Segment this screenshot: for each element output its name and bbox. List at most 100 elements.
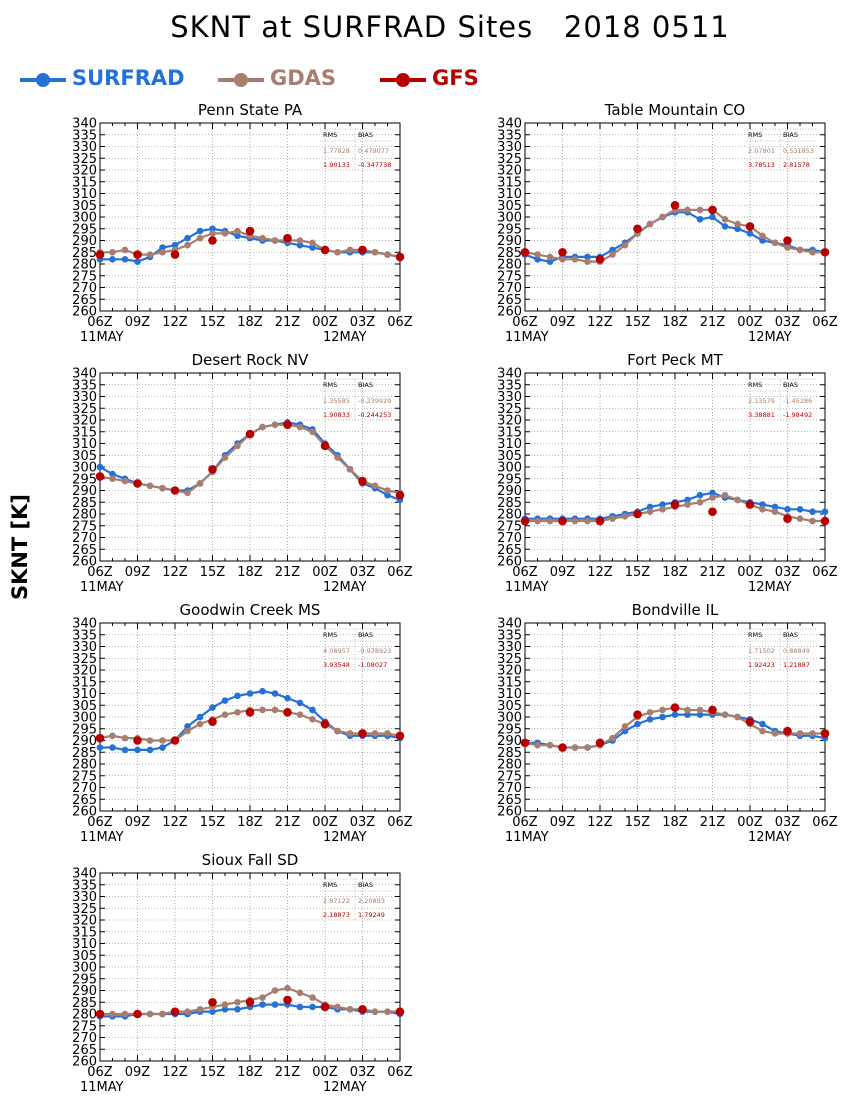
x-tick-label: 03Z (350, 815, 376, 830)
y-tick-label: 335 (497, 628, 522, 643)
y-tick-label: 260 (72, 1055, 97, 1070)
data-point-gdas (571, 744, 579, 751)
x-tick-label: 18Z (237, 815, 263, 830)
data-point-gdas (284, 984, 291, 992)
data-point-surfrad (659, 713, 666, 721)
data-point-gdas (184, 1008, 191, 1015)
data-point-gdas (571, 255, 579, 263)
y-tick-label: 285 (497, 746, 522, 761)
stats-rms-label: RMS (323, 131, 337, 139)
data-point-gdas (296, 711, 304, 718)
data-point-gdas (721, 711, 729, 718)
x-tick-label: 12Z (162, 315, 188, 330)
y-tick-label: 320 (72, 914, 97, 929)
stats-bias-label: BIAS (783, 381, 798, 389)
page-title: SKNT at SURFRAD Sites 2018 0511 (170, 10, 730, 44)
y-tick-label: 290 (72, 234, 97, 249)
data-point-gdas (584, 517, 591, 525)
date-label: 11MAY (505, 830, 549, 845)
y-tick-label: 270 (497, 531, 522, 546)
data-point-gfs (745, 500, 755, 509)
data-point-surfrad (709, 213, 716, 221)
data-point-gfs (208, 465, 217, 474)
line-circle-marker-icon (380, 73, 426, 87)
y-tick-label: 300 (497, 211, 522, 226)
data-point-gdas (734, 220, 741, 228)
y-tick-label: 315 (72, 675, 97, 690)
data-point-gdas (721, 216, 729, 223)
data-point-surfrad (546, 258, 554, 265)
data-point-surfrad (196, 713, 204, 721)
data-point-gdas (221, 230, 229, 237)
x-tick-label: 18Z (662, 315, 688, 330)
data-point-surfrad (734, 225, 741, 233)
legend-label-gdas: GDAS (270, 66, 337, 90)
x-tick-label: 00Z (737, 565, 763, 580)
data-point-surfrad (809, 508, 816, 515)
data-point-gdas (184, 241, 191, 249)
data-point-gdas (659, 213, 666, 221)
y-tick-label: 320 (72, 414, 97, 429)
y-tick-label: 275 (72, 269, 97, 284)
data-point-surfrad (784, 506, 791, 513)
x-tick-label: 18Z (237, 1065, 263, 1080)
stats-gdas-bias: -0.938923 (358, 647, 391, 655)
data-point-gfs (783, 236, 792, 245)
data-point-gfs (820, 516, 830, 526)
stats-bias-label: BIAS (358, 381, 373, 389)
data-point-gdas (759, 506, 766, 513)
stats-rms-label: RMS (748, 131, 762, 139)
data-point-surfrad (109, 470, 116, 478)
data-point-surfrad (146, 746, 154, 754)
stats-gfs-rms: 1.90833 (323, 411, 350, 419)
data-point-gfs (708, 507, 717, 516)
data-point-gfs (283, 995, 292, 1005)
data-point-surfrad (109, 255, 116, 263)
x-tick-label: 06Z (87, 1065, 113, 1080)
data-point-gfs (170, 250, 180, 259)
data-point-gdas (384, 1008, 391, 1015)
data-point-surfrad (309, 1003, 316, 1011)
data-point-surfrad (134, 258, 141, 265)
data-point-gdas (259, 423, 266, 431)
y-tick-label: 330 (72, 890, 97, 905)
y-tick-label: 265 (72, 293, 97, 308)
data-point-gfs (358, 1005, 367, 1014)
data-point-surfrad (771, 503, 779, 511)
data-point-gfs (595, 738, 605, 748)
x-tick-label: 18Z (662, 815, 688, 830)
legend-label-gfs: GFS (432, 66, 479, 90)
data-point-surfrad (796, 506, 804, 513)
y-tick-label: 335 (72, 628, 97, 643)
stats-gdas-bias: -1.45286 (783, 397, 812, 405)
stats-gfs-bias: -1.98492 (783, 411, 812, 419)
data-point-gfs (708, 705, 717, 715)
y-tick-label: 295 (72, 722, 97, 737)
data-point-gdas (109, 248, 116, 256)
x-tick-label: 18Z (237, 565, 263, 580)
data-point-surfrad (534, 255, 541, 263)
y-tick-label: 270 (72, 1031, 97, 1046)
y-tick-label: 265 (497, 793, 522, 808)
date-label: 12MAY (748, 830, 792, 845)
y-tick-label: 310 (497, 437, 522, 452)
data-point-gdas (784, 244, 791, 251)
y-tick-label: 340 (497, 117, 522, 132)
y-tick-label: 285 (72, 246, 97, 261)
data-point-gdas (609, 251, 616, 258)
y-tick-label: 285 (497, 496, 522, 511)
stats-gfs-bias: -1.08027 (358, 661, 387, 669)
stats-gfs-rms: 3.38881 (748, 411, 775, 419)
y-tick-label: 320 (72, 664, 97, 679)
data-point-gfs (133, 736, 142, 745)
data-point-gfs (783, 726, 792, 736)
stats-bias-label: BIAS (783, 631, 798, 639)
y-tick-label: 305 (497, 699, 522, 714)
x-tick-label: 15Z (200, 1065, 226, 1080)
data-point-surfrad (121, 255, 129, 263)
data-point-surfrad (584, 253, 591, 261)
stats-bias-label: BIAS (358, 881, 373, 889)
y-tick-label: 290 (497, 234, 522, 249)
data-point-surfrad (234, 1006, 241, 1013)
y-tick-label: 265 (72, 543, 97, 558)
